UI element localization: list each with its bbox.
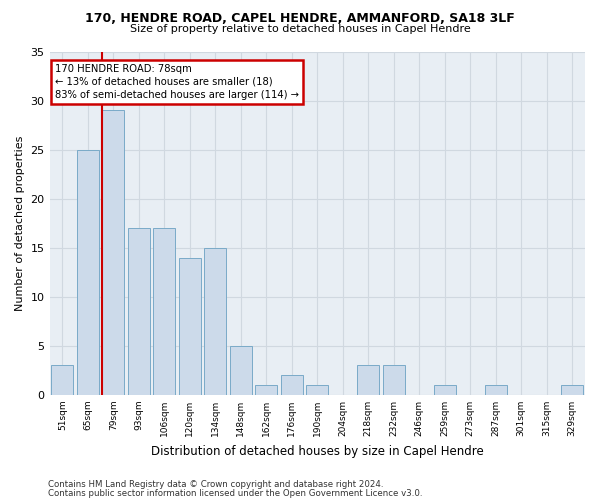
Bar (103, 110, 124, 395)
Text: 170 HENDRE ROAD: 78sqm
← 13% of detached houses are smaller (18)
83% of semi-det: 170 HENDRE ROAD: 78sqm ← 13% of detached… (55, 64, 299, 100)
Bar (485, 385, 506, 395)
Bar (383, 366, 404, 395)
Text: 170, HENDRE ROAD, CAPEL HENDRE, AMMANFORD, SA18 3LF: 170, HENDRE ROAD, CAPEL HENDRE, AMMANFOR… (85, 12, 515, 26)
Bar (128, 228, 149, 395)
Bar (562, 385, 583, 395)
Bar (154, 228, 175, 395)
Text: Contains public sector information licensed under the Open Government Licence v3: Contains public sector information licen… (48, 488, 422, 498)
Y-axis label: Number of detached properties: Number of detached properties (15, 136, 25, 311)
Bar (307, 385, 328, 395)
Bar (434, 385, 455, 395)
Bar (77, 150, 98, 395)
Bar (281, 376, 302, 395)
Bar (358, 366, 379, 395)
Bar (256, 385, 277, 395)
Text: Size of property relative to detached houses in Capel Hendre: Size of property relative to detached ho… (130, 24, 470, 34)
Bar (179, 258, 200, 395)
Bar (52, 366, 73, 395)
Text: Contains HM Land Registry data © Crown copyright and database right 2024.: Contains HM Land Registry data © Crown c… (48, 480, 383, 489)
Bar (230, 346, 251, 395)
X-axis label: Distribution of detached houses by size in Capel Hendre: Distribution of detached houses by size … (151, 444, 484, 458)
Bar (205, 248, 226, 395)
